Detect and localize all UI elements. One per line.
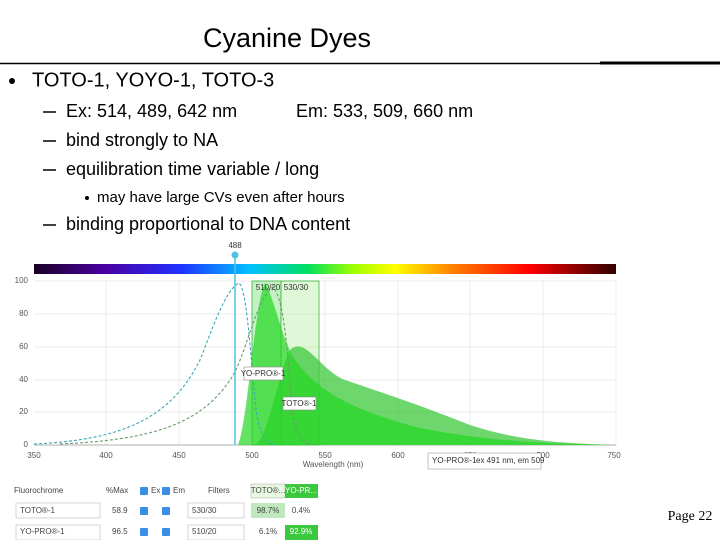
table-header: Fluorochrome bbox=[14, 486, 64, 495]
cell: 0.4% bbox=[292, 506, 310, 515]
cell: 58.9 bbox=[112, 506, 128, 515]
page-number: Page 22 bbox=[668, 509, 713, 524]
cell: 96.5 bbox=[112, 527, 128, 536]
bullet-dot bbox=[85, 196, 89, 200]
x-tick-label: 600 bbox=[391, 451, 405, 460]
select[interactable] bbox=[15, 502, 101, 519]
sub-item: binding proportional to DNA content bbox=[66, 214, 350, 234]
table-row: TOTO®-1 58.9 530/30 98.7% 0.4% bbox=[15, 502, 310, 519]
table-row: YO-PRO®-1 96.5 510/20 6.1% 92.9% bbox=[15, 524, 318, 540]
cell-bg bbox=[251, 503, 285, 518]
cell: 510/20 bbox=[192, 527, 217, 536]
laser-label: 488 bbox=[228, 241, 242, 250]
sub-sub-item: may have large CVs even after hours bbox=[97, 189, 345, 206]
checkbox[interactable] bbox=[162, 487, 170, 495]
x-tick-label: 350 bbox=[27, 451, 41, 460]
curve-label-box bbox=[243, 366, 284, 381]
tooltip-box bbox=[427, 452, 542, 470]
checkbox[interactable] bbox=[140, 507, 148, 515]
y-tick-label: 20 bbox=[19, 407, 28, 416]
checkbox[interactable] bbox=[162, 507, 170, 515]
y-tick-label: 80 bbox=[19, 309, 28, 318]
cell: 530/30 bbox=[192, 506, 217, 515]
spectrum-bar bbox=[34, 264, 616, 274]
x-tick-label: 750 bbox=[607, 451, 621, 460]
tooltip-name: YO-PRO®-1 bbox=[432, 456, 477, 465]
checkbox[interactable] bbox=[140, 528, 148, 536]
yopro-emission bbox=[238, 283, 616, 445]
yopro-excitation bbox=[33, 282, 276, 446]
cell: YO-PRO®-1 bbox=[20, 527, 65, 536]
curve-label-box bbox=[282, 396, 317, 411]
filter-label: 530/30 bbox=[284, 283, 309, 292]
tab-label[interactable]: TOTO®... bbox=[251, 486, 286, 495]
x-axis-label: Wavelength (nm) bbox=[303, 460, 364, 469]
bullet-dot bbox=[9, 78, 15, 84]
table-header: Em bbox=[173, 486, 185, 495]
slide-title: Cyanine Dyes bbox=[203, 23, 371, 53]
sub-item: Ex: 514, 489, 642 nm bbox=[66, 101, 237, 121]
filter-label: 510/20 bbox=[256, 283, 281, 292]
cell-bg bbox=[285, 525, 318, 540]
cell: TOTO®-1 bbox=[20, 506, 55, 515]
tooltip-info: ex 491 nm, em 509 bbox=[476, 456, 545, 465]
cell: 6.1% bbox=[259, 527, 277, 536]
tab-label[interactable]: YO-PR... bbox=[285, 486, 317, 495]
table-header: Ex bbox=[151, 486, 160, 495]
cell: 92.9% bbox=[290, 527, 313, 536]
y-tick-label: 0 bbox=[24, 440, 29, 449]
bullet-text: TOTO-1, YOYO-1, TOTO-3 bbox=[32, 69, 274, 91]
curve-label: TOTO®-1 bbox=[282, 399, 317, 408]
x-tick-label: 550 bbox=[318, 451, 332, 460]
select[interactable] bbox=[187, 502, 245, 519]
sub-item: bind strongly to NA bbox=[66, 130, 218, 150]
x-tick-label: 700 bbox=[536, 451, 550, 460]
table-header: %Max bbox=[106, 486, 128, 495]
tab[interactable] bbox=[285, 484, 318, 498]
sub-item-em: Em: 533, 509, 660 nm bbox=[296, 101, 473, 121]
cell: 98.7% bbox=[257, 506, 280, 515]
y-tick-label: 40 bbox=[19, 375, 28, 384]
checkbox[interactable] bbox=[140, 487, 148, 495]
sub-item: equilibration time variable / long bbox=[66, 159, 319, 179]
curve-label: YO-PRO®-1 bbox=[241, 369, 286, 378]
y-tick-label: 60 bbox=[19, 342, 28, 351]
x-tick-label: 400 bbox=[99, 451, 113, 460]
checkbox[interactable] bbox=[162, 528, 170, 536]
laser-dot bbox=[231, 251, 239, 259]
x-tick-label: 500 bbox=[245, 451, 259, 460]
y-tick-label: 100 bbox=[15, 276, 29, 285]
select[interactable] bbox=[187, 524, 245, 540]
table-header: Filters bbox=[208, 486, 230, 495]
select[interactable] bbox=[15, 524, 101, 540]
x-tick-label: 450 bbox=[172, 451, 186, 460]
